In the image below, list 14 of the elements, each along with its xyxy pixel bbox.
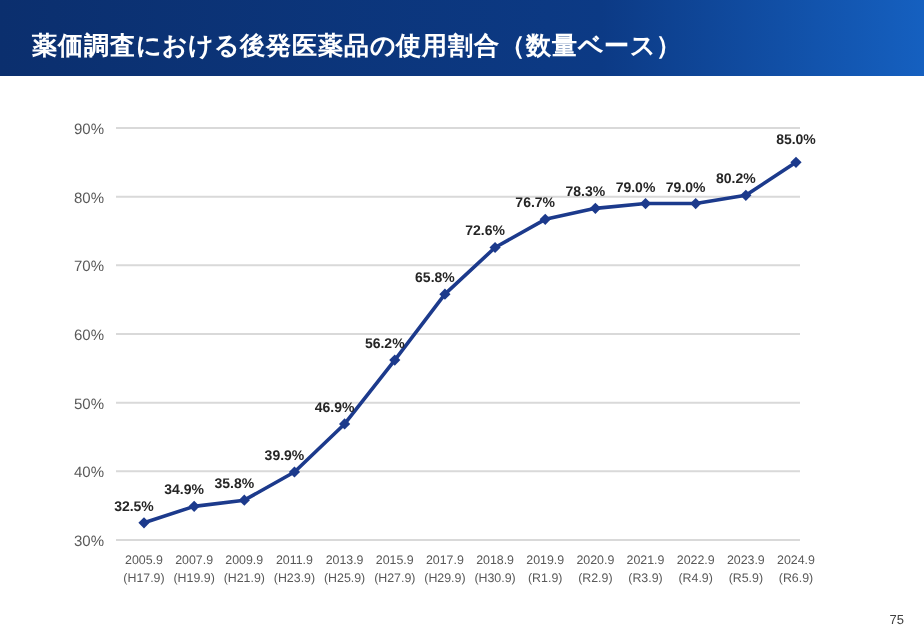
point	[138, 517, 150, 529]
point	[288, 466, 301, 478]
point	[489, 241, 501, 254]
point	[439, 288, 451, 300]
point	[740, 189, 752, 201]
point	[339, 418, 351, 430]
point	[790, 156, 802, 168]
point	[539, 213, 551, 225]
chart-title: 薬価調査における後発医薬品の使用割合（数量ベース）	[30, 30, 682, 60]
point	[690, 197, 702, 210]
point	[188, 500, 200, 512]
point	[389, 354, 401, 366]
point	[589, 202, 601, 214]
point	[238, 494, 250, 506]
